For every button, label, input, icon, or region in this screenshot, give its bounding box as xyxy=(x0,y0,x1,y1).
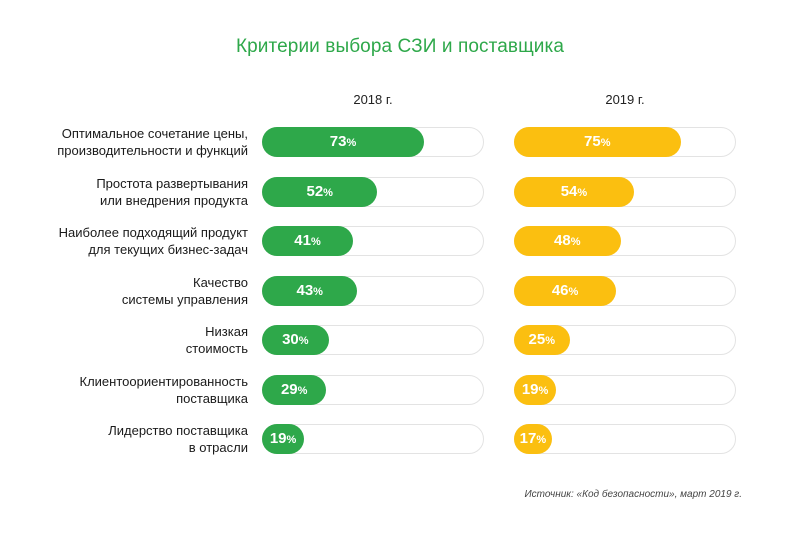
bar-track: 19% xyxy=(514,374,736,405)
data-label: 73% xyxy=(330,127,356,157)
bar-track: 48% xyxy=(514,226,736,256)
data-label: 17% xyxy=(520,424,546,454)
bar-track: 52% xyxy=(262,176,484,207)
data-label-value: 48 xyxy=(554,232,571,249)
data-label-unit: % xyxy=(568,285,579,298)
category-label-line: в отрасли xyxy=(188,440,248,455)
category-label: Простота развертывания или внедрения прод… xyxy=(20,175,248,209)
data-label-value: 17 xyxy=(519,430,537,447)
category-label-line: Оптимальное сочетание цены, xyxy=(61,126,248,141)
data-label: 54% xyxy=(561,177,587,207)
category-label-line: поставщика xyxy=(176,390,248,406)
category-label-line: Качество xyxy=(193,274,248,290)
data-label-unit: % xyxy=(286,434,297,446)
bar-2018: 29% xyxy=(262,374,327,405)
data-label-value: 46 xyxy=(551,281,569,299)
data-label: 43% xyxy=(296,276,322,306)
category-label: Оптимальное сочетание цены, производитель… xyxy=(20,125,248,159)
data-label-value: 19 xyxy=(521,380,539,398)
category-label-line: Наиболее подходящий продукт xyxy=(58,225,248,240)
bar-track: 75% xyxy=(514,127,736,157)
data-label-unit: % xyxy=(545,335,555,347)
category-label-line: стоимость xyxy=(185,341,248,356)
bar-track: 41% xyxy=(262,226,484,256)
data-label-value: 54 xyxy=(560,182,578,200)
data-label-unit: % xyxy=(310,236,321,248)
data-label: 19% xyxy=(522,375,548,405)
bar-2019: 75% xyxy=(514,127,681,157)
bar-2019: 54% xyxy=(514,176,634,207)
bar-2018: 73% xyxy=(262,127,425,157)
source-note: Источник: «Код безопасности», март 2019 … xyxy=(524,489,742,500)
category-label-line: Простота развертывания xyxy=(96,175,248,191)
data-label-value: 73 xyxy=(329,133,347,150)
category-label-line: или внедрения продукта xyxy=(99,192,248,208)
category-label: Лидерство поставщика в отрасли xyxy=(20,422,248,456)
data-label: 19% xyxy=(270,424,296,454)
category-label-line: производительности и функций xyxy=(57,143,248,158)
data-label: 46% xyxy=(552,276,578,306)
data-label-unit: % xyxy=(313,285,323,298)
bar-2019: 19% xyxy=(514,374,557,405)
bar-2018: 19% xyxy=(262,424,305,454)
series-header-1: 2018 г. xyxy=(353,92,393,107)
chart-title: Критерии выбора СЗИ и поставщика xyxy=(235,36,565,57)
bar-track: 46% xyxy=(514,275,736,306)
data-label: 41% xyxy=(294,226,320,256)
bar-2018: 52% xyxy=(262,176,378,207)
data-label-unit: % xyxy=(297,384,308,397)
bar-2019: 25% xyxy=(514,325,570,355)
data-label-value: 25 xyxy=(528,331,546,348)
bar-track: 30% xyxy=(262,325,484,355)
data-label-unit: % xyxy=(570,236,581,248)
bar-2019: 46% xyxy=(514,275,617,306)
series-header-2: 2019 г. xyxy=(605,92,645,107)
data-label-value: 52 xyxy=(306,182,324,200)
bar-track: 25% xyxy=(514,325,736,355)
bar-track: 29% xyxy=(262,374,484,405)
category-label: Клиентоориентированность поставщика xyxy=(20,373,248,407)
bar-2018: 41% xyxy=(262,226,354,256)
bar-2019: 17% xyxy=(514,424,552,454)
data-label-value: 75 xyxy=(584,133,601,150)
data-label-unit: % xyxy=(323,186,333,199)
category-label-line: для текущих бизнес-задач xyxy=(88,242,248,257)
bar-2018: 43% xyxy=(262,275,358,306)
data-label-unit: % xyxy=(536,434,547,446)
bar-track: 73% xyxy=(262,127,484,157)
data-label-value: 19 xyxy=(269,430,287,447)
data-label-unit: % xyxy=(600,137,611,149)
bar-track: 54% xyxy=(514,176,736,207)
data-label: 52% xyxy=(306,177,332,207)
data-label-value: 41 xyxy=(294,232,311,249)
data-label: 29% xyxy=(281,375,307,405)
category-label: Наиболее подходящий продукт для текущих б… xyxy=(20,224,248,258)
category-label-line: Низкая xyxy=(205,324,248,339)
data-label: 75% xyxy=(584,127,610,157)
data-label-unit: % xyxy=(577,186,588,199)
data-label: 48% xyxy=(554,226,580,256)
data-label-value: 30 xyxy=(282,331,299,348)
data-label-unit: % xyxy=(298,335,309,347)
category-label: Низкая стоимость xyxy=(20,323,248,357)
data-label-unit: % xyxy=(346,137,357,149)
bar-2018: 30% xyxy=(262,325,329,355)
data-label-value: 43 xyxy=(296,281,314,299)
bar-track: 19% xyxy=(262,424,484,454)
bar-2019: 48% xyxy=(514,226,621,256)
bar-track: 43% xyxy=(262,275,484,306)
category-label-line: системы управления xyxy=(121,291,248,307)
bar-track: 17% xyxy=(514,424,736,454)
category-label-line: Клиентоориентированность xyxy=(79,373,248,389)
category-label-line: Лидерство поставщика xyxy=(108,423,248,438)
data-label: 30% xyxy=(282,325,308,355)
category-label: Качество системы управления xyxy=(20,274,248,308)
data-label: 25% xyxy=(529,325,555,355)
data-label-unit: % xyxy=(538,384,549,397)
data-label-value: 29 xyxy=(280,380,298,398)
